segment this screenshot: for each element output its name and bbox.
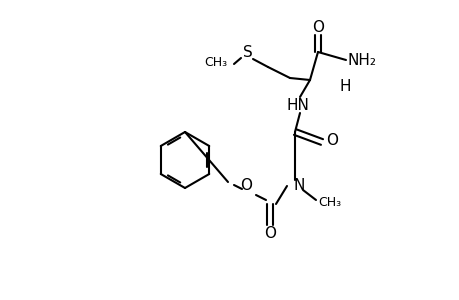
- Text: NH₂: NH₂: [347, 52, 375, 68]
- Text: O: O: [325, 133, 337, 148]
- Text: O: O: [311, 20, 323, 34]
- Text: HN: HN: [286, 98, 309, 112]
- Text: N: N: [293, 178, 304, 194]
- Text: O: O: [263, 226, 275, 242]
- Text: S: S: [243, 44, 252, 59]
- Text: CH₃: CH₃: [204, 56, 227, 68]
- Text: CH₃: CH₃: [318, 196, 341, 208]
- Text: O: O: [240, 178, 252, 193]
- Text: H: H: [339, 79, 350, 94]
